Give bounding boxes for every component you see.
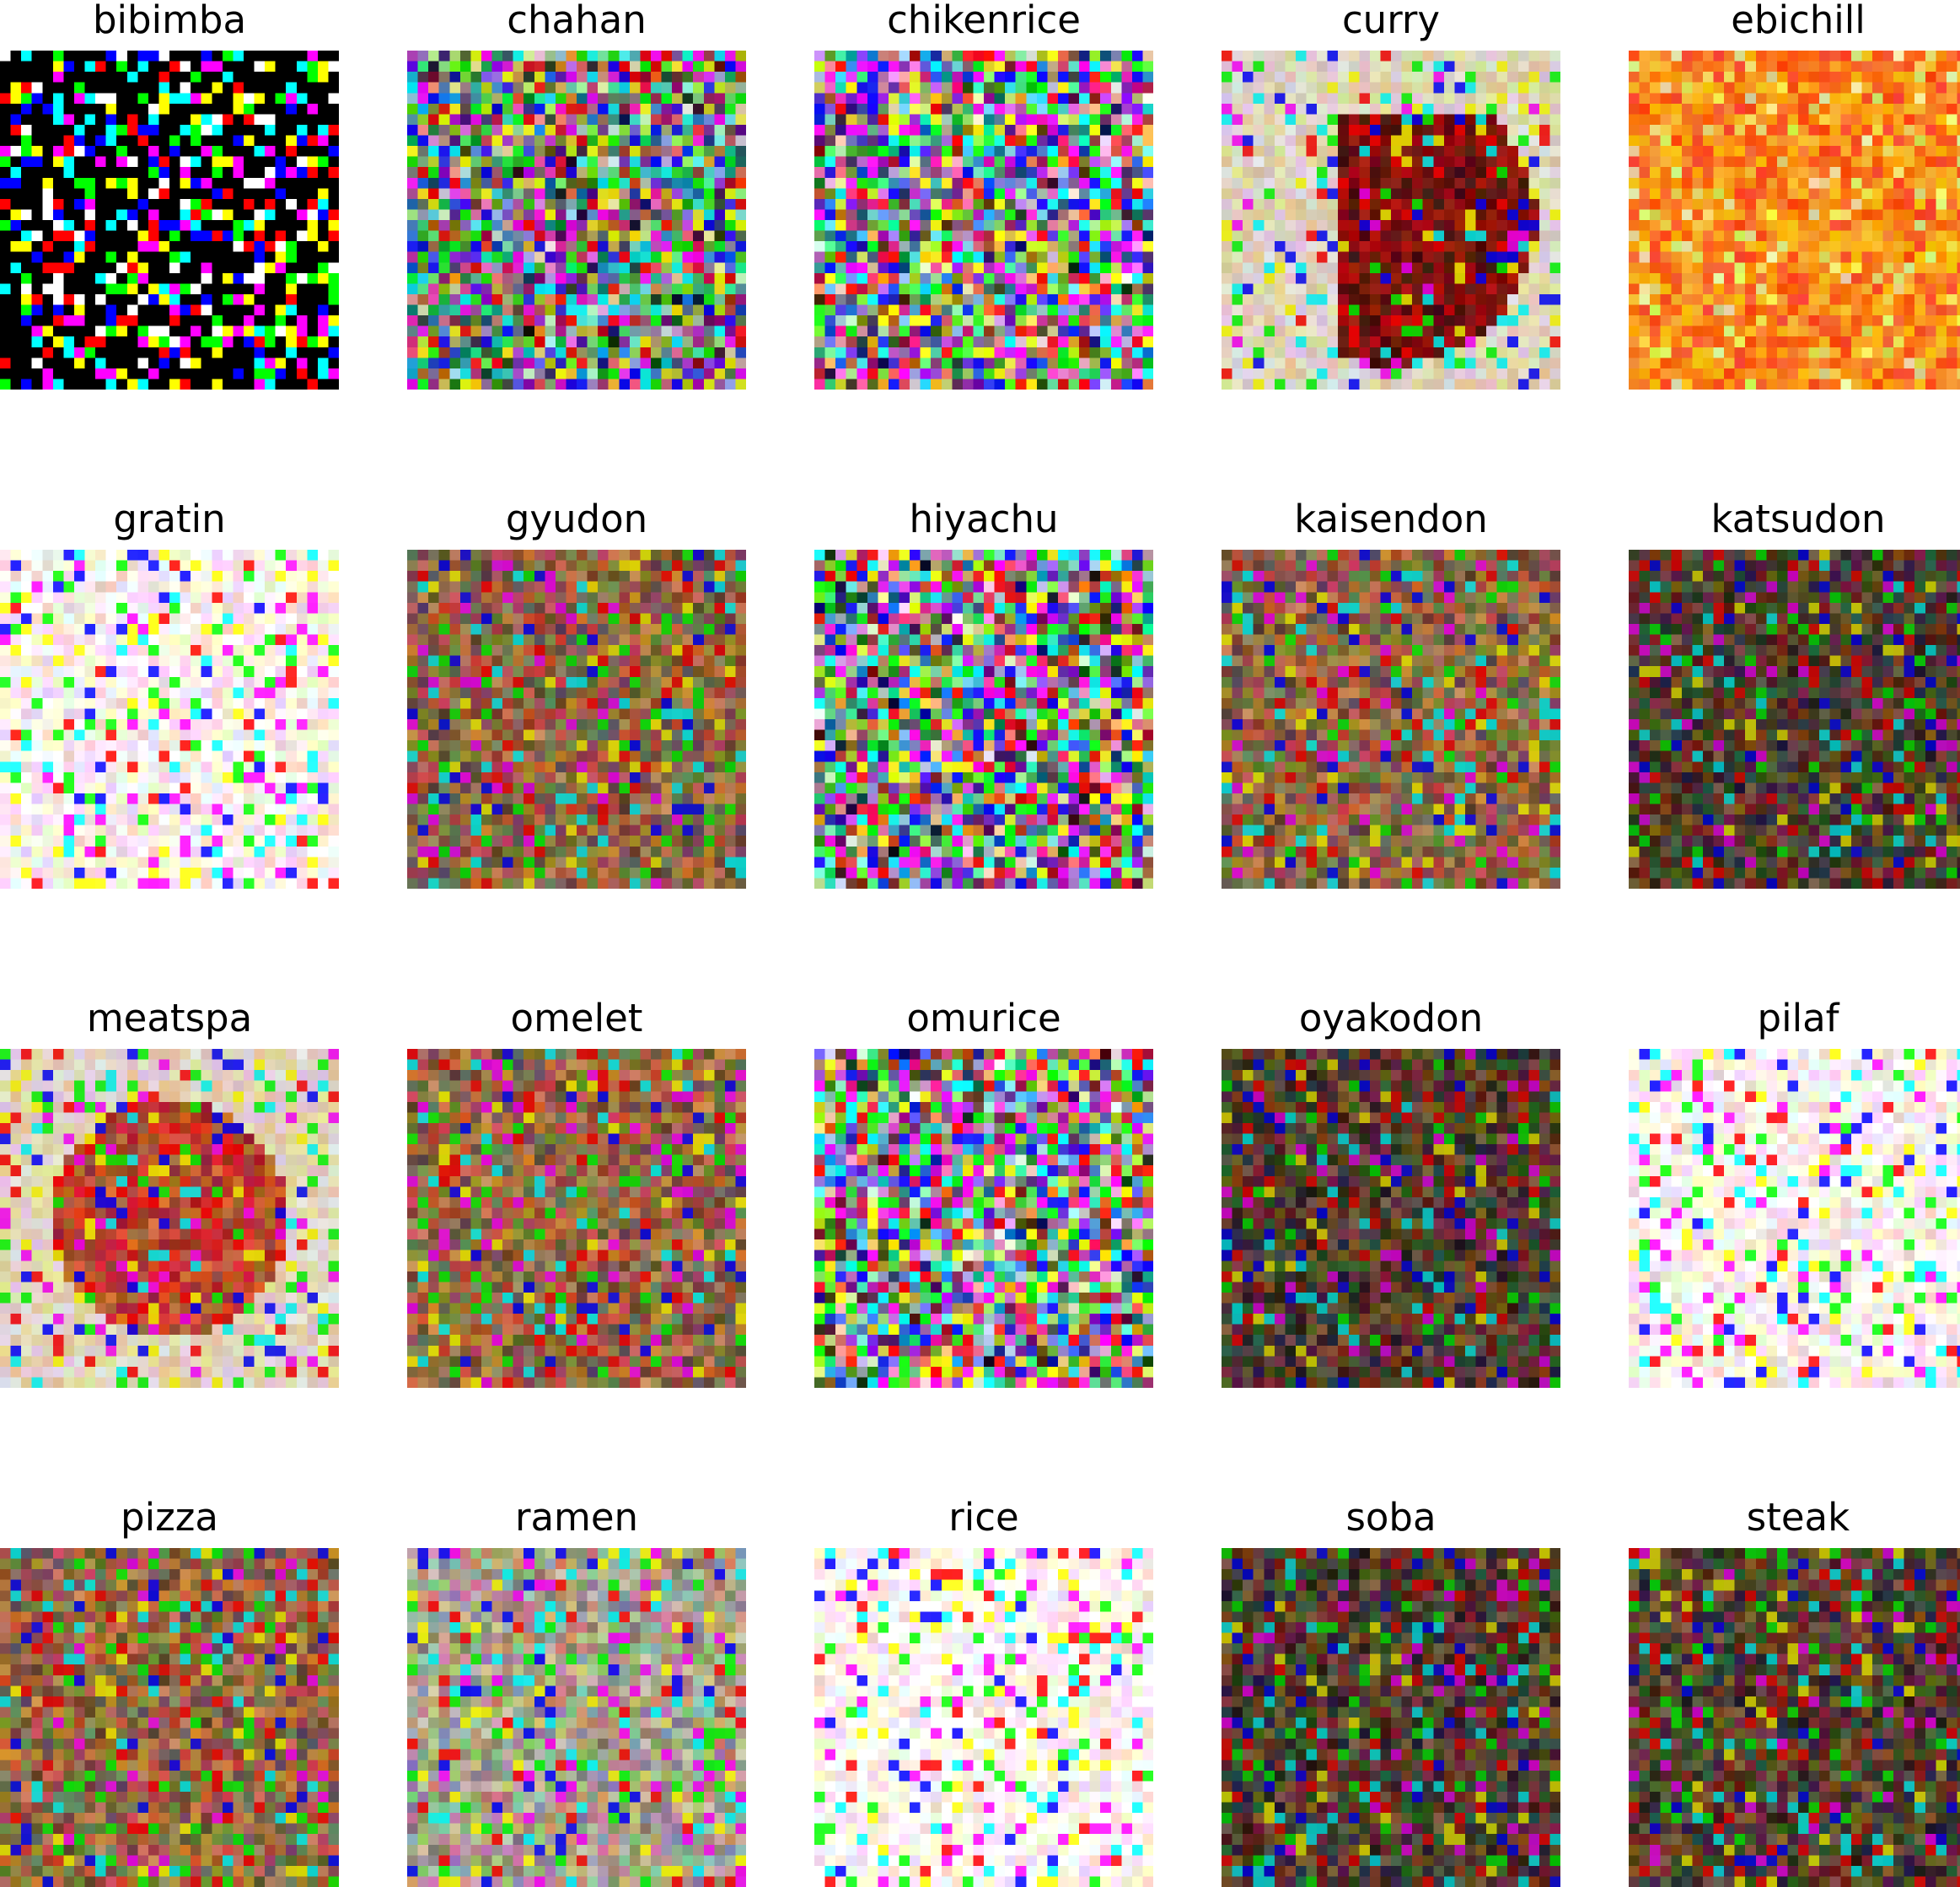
panel-title: gratin xyxy=(113,497,226,541)
panel-title: rice xyxy=(948,1495,1019,1540)
panel-title: oyakodon xyxy=(1298,996,1484,1040)
panel-title: hiyachu xyxy=(909,497,1059,541)
pixel-image xyxy=(1222,1548,1560,1887)
panel-title: chahan xyxy=(507,0,647,42)
pixel-image xyxy=(814,1548,1153,1887)
panel-title: curry xyxy=(1341,0,1441,42)
panel-title: pilaf xyxy=(1757,996,1839,1040)
pixel-image xyxy=(1222,550,1560,889)
pixel-image xyxy=(1629,51,1960,390)
panel-title: chikenrice xyxy=(887,0,1081,42)
panel-title: ebichill xyxy=(1731,0,1866,42)
panel-title: ramen xyxy=(514,1495,639,1540)
pixel-image xyxy=(1222,51,1560,390)
panel-title: steak xyxy=(1746,1495,1850,1540)
panel-title: meatspa xyxy=(86,996,253,1040)
pixel-image xyxy=(407,1049,746,1388)
panel-title: katsudon xyxy=(1710,497,1886,541)
pixel-image xyxy=(1629,1548,1960,1887)
panel-title: soba xyxy=(1345,1495,1436,1540)
panel-title: pizza xyxy=(121,1495,218,1540)
pixel-image xyxy=(814,1049,1153,1388)
pixel-image xyxy=(0,1548,339,1887)
panel-title: bibimba xyxy=(92,0,247,42)
pixel-image xyxy=(1629,1049,1960,1388)
pixel-image xyxy=(1629,550,1960,889)
pixel-image xyxy=(0,550,339,889)
pixel-image xyxy=(814,550,1153,889)
panel-title: omurice xyxy=(906,996,1061,1040)
panel-title: kaisendon xyxy=(1294,497,1488,541)
panel-title: omelet xyxy=(510,996,643,1040)
pixel-image xyxy=(814,51,1153,390)
pixel-image xyxy=(0,51,339,390)
pixel-image xyxy=(1222,1049,1560,1388)
pixel-image xyxy=(407,1548,746,1887)
panel-title: gyudon xyxy=(505,497,648,541)
pixel-image xyxy=(0,1049,339,1388)
pixel-image xyxy=(407,550,746,889)
pixel-image xyxy=(407,51,746,390)
